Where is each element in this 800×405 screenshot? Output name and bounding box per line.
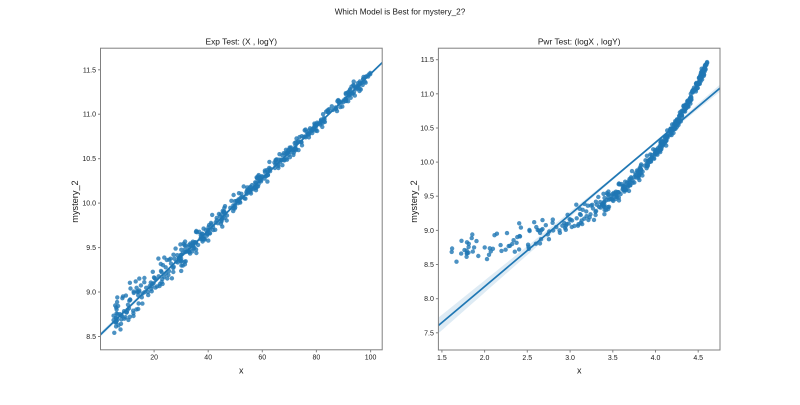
- svg-text:3.0: 3.0: [565, 355, 575, 362]
- svg-text:20: 20: [150, 355, 158, 362]
- svg-text:11.0: 11.0: [421, 91, 434, 98]
- svg-text:100: 100: [365, 355, 377, 362]
- svg-text:mystery_2: mystery_2: [70, 180, 80, 222]
- svg-text:11.5: 11.5: [421, 57, 434, 64]
- svg-text:7.5: 7.5: [424, 330, 434, 337]
- svg-text:8.0: 8.0: [424, 296, 434, 303]
- svg-text:4.5: 4.5: [693, 355, 703, 362]
- svg-text:Exp Test: (X , logY): Exp Test: (X , logY): [206, 36, 278, 46]
- svg-text:11.5: 11.5: [83, 67, 96, 74]
- svg-text:Pwr Test: (logX , logY): Pwr Test: (logX , logY): [538, 36, 621, 46]
- svg-text:mystery_2: mystery_2: [409, 180, 419, 222]
- svg-text:x: x: [577, 366, 582, 376]
- svg-text:60: 60: [258, 355, 266, 362]
- svg-text:10.0: 10.0: [82, 201, 96, 208]
- svg-text:9.5: 9.5: [424, 194, 434, 201]
- svg-text:Which Model is Best for myster: Which Model is Best for mystery_2?: [335, 8, 466, 17]
- svg-text:80: 80: [313, 355, 321, 362]
- svg-text:10.5: 10.5: [420, 126, 434, 133]
- svg-text:11.0: 11.0: [83, 112, 96, 119]
- svg-text:9.5: 9.5: [86, 245, 96, 252]
- svg-text:3.5: 3.5: [608, 355, 618, 362]
- svg-text:x: x: [239, 366, 244, 376]
- svg-text:8.5: 8.5: [86, 334, 96, 341]
- svg-text:2.5: 2.5: [522, 355, 532, 362]
- svg-text:10.5: 10.5: [82, 156, 96, 163]
- svg-text:8.5: 8.5: [424, 262, 434, 269]
- svg-text:40: 40: [204, 355, 212, 362]
- svg-text:1.5: 1.5: [437, 355, 447, 362]
- svg-text:2.0: 2.0: [480, 355, 490, 362]
- svg-text:9.0: 9.0: [86, 290, 96, 297]
- svg-text:9.0: 9.0: [424, 228, 434, 235]
- svg-text:10.0: 10.0: [420, 160, 434, 167]
- svg-text:4.0: 4.0: [651, 355, 661, 362]
